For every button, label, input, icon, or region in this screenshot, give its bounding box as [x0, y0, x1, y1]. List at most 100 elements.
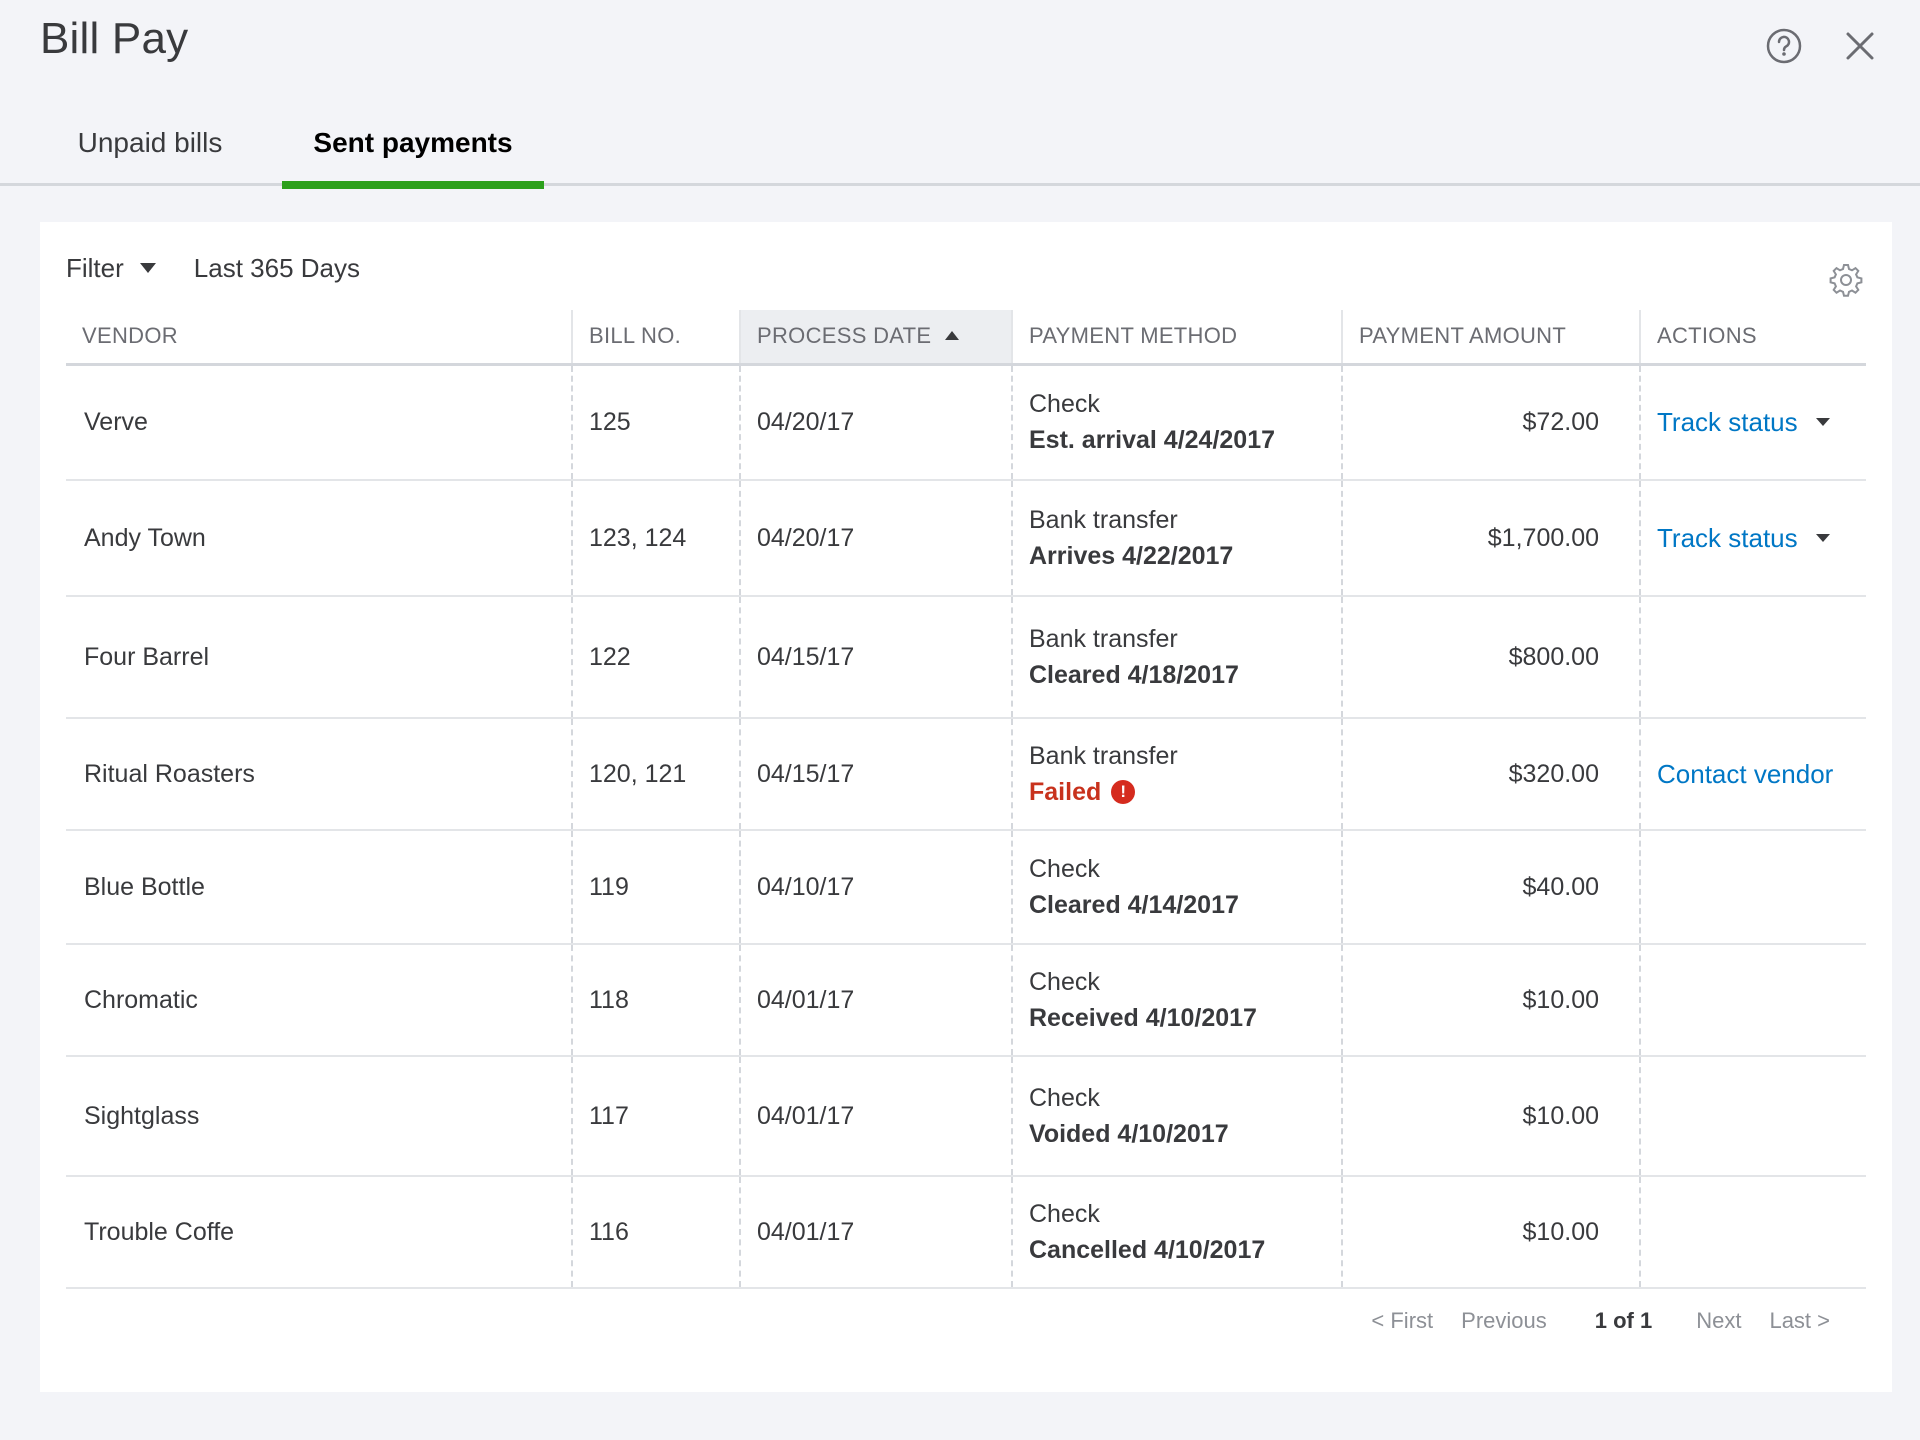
payment-method-cell: Check Voided 4/10/2017 [1011, 1056, 1342, 1177]
payments-table: VENDOR BILL NO. PROCESS DATE PAYMENT MET… [66, 310, 1866, 1289]
page-title: Bill Pay [40, 14, 189, 63]
table-row: Blue Bottle 119 04/10/17 Check Cleared 4/… [66, 830, 1866, 945]
payment-method-type: Check [1029, 1200, 1100, 1228]
process-date-cell: 04/10/17 [739, 830, 1012, 945]
pagination: < First Previous 1 of 1 Next Last > [1371, 1308, 1830, 1334]
tab-bar: Unpaid bills Sent payments [0, 100, 1920, 189]
sort-ascending-icon [945, 330, 960, 340]
payment-status: Est. arrival 4/24/2017 [1029, 426, 1276, 455]
column-header-actions: ACTIONS [1639, 310, 1866, 366]
pagination-next[interactable]: Next [1696, 1308, 1742, 1333]
column-header-vendor[interactable]: VENDOR [66, 310, 572, 366]
track-status-label: Track status [1657, 406, 1798, 437]
filter-label: Filter [66, 252, 124, 283]
actions-cell: Track status [1639, 364, 1866, 481]
payment-status: Arrives 4/22/2017 [1029, 542, 1234, 570]
actions-cell [1639, 596, 1866, 719]
filter-dropdown[interactable]: Filter [66, 253, 156, 284]
process-date-cell: 04/01/17 [739, 1056, 1012, 1177]
table-row: Verve 125 04/20/17 Check Est. arrival 4/2… [66, 364, 1866, 481]
pagination-count: 1 of 1 [1594, 1308, 1653, 1333]
payment-method-type: Bank transfer [1029, 742, 1178, 770]
bill-no-cell: 122 [571, 596, 740, 719]
payment-method-type: Check [1029, 390, 1100, 419]
track-status-link[interactable]: Track status [1657, 523, 1830, 554]
close-icon[interactable] [1840, 26, 1880, 66]
payment-amount-cell: $40.00 [1341, 830, 1640, 945]
help-icon[interactable] [1764, 26, 1804, 66]
tab-unpaid-bills[interactable]: Unpaid bills [77, 127, 223, 158]
payment-method-cell: Check Received 4/10/2017 [1011, 944, 1342, 1057]
payment-amount-cell: $10.00 [1341, 944, 1640, 1057]
actions-cell [1639, 1056, 1866, 1177]
column-header-process-date[interactable]: PROCESS DATE [739, 310, 1012, 366]
contact-vendor-link[interactable]: Contact vendor [1657, 758, 1834, 789]
actions-cell [1639, 1176, 1866, 1289]
payment-status: Cleared 4/14/2017 [1029, 891, 1239, 919]
process-date-cell: 04/15/17 [739, 596, 1012, 719]
payments-card: Filter Last 365 Days VENDOR BILL NO. PRO… [40, 222, 1892, 1392]
bill-no-cell: 118 [571, 944, 740, 1057]
column-header-payment-amount[interactable]: PAYMENT AMOUNT [1341, 310, 1640, 366]
table-row: Four Barrel 122 04/15/17 Bank transfer Cl… [66, 596, 1866, 719]
process-date-cell: 04/20/17 [739, 364, 1012, 481]
payment-amount-cell: $800.00 [1341, 596, 1640, 719]
payment-status: Cancelled 4/10/2017 [1029, 1236, 1266, 1264]
vendor-cell: Sightglass [66, 1056, 572, 1177]
error-icon: ! [1111, 780, 1136, 804]
pagination-previous[interactable]: Previous [1461, 1308, 1547, 1333]
bill-no-cell: 119 [571, 830, 740, 945]
payment-method-cell: Bank transfer Failed! [1011, 718, 1342, 831]
column-header-payment-method[interactable]: PAYMENT METHOD [1011, 310, 1342, 366]
vendor-cell: Four Barrel [66, 596, 572, 719]
table-row: Trouble Coffe 116 04/01/17 Check Cancelle… [66, 1176, 1866, 1289]
tab-sent-payments[interactable]: Sent payments [282, 100, 544, 189]
filter-value: Last 365 Days [193, 252, 360, 283]
payment-method-type: Check [1029, 968, 1100, 996]
payment-status: Received 4/10/2017 [1029, 1004, 1257, 1032]
payment-method-type: Bank transfer [1029, 625, 1178, 653]
payment-method-cell: Check Cleared 4/14/2017 [1011, 830, 1342, 945]
table-row: Andy Town 123, 124 04/20/17 Bank transfe… [66, 480, 1866, 597]
vendor-cell: Verve [66, 364, 572, 481]
vendor-cell: Andy Town [66, 480, 572, 597]
payment-status: Cleared 4/18/2017 [1029, 661, 1239, 689]
payment-method-type: Check [1029, 1084, 1100, 1112]
track-status-link[interactable]: Track status [1657, 407, 1830, 438]
payment-amount-cell: $72.00 [1341, 364, 1640, 481]
gear-icon[interactable] [1828, 262, 1864, 298]
track-status-label: Track status [1657, 522, 1798, 553]
chevron-down-icon [139, 263, 156, 273]
process-date-cell: 04/20/17 [739, 480, 1012, 597]
actions-cell [1639, 944, 1866, 1057]
payment-method-cell: Bank transfer Arrives 4/22/2017 [1011, 480, 1342, 597]
actions-cell: Contact vendor [1639, 718, 1866, 831]
vendor-cell: Trouble Coffe [66, 1176, 572, 1289]
payment-method-cell: Check Est. arrival 4/24/2017 [1011, 364, 1342, 481]
bill-no-cell: 117 [571, 1056, 740, 1177]
process-date-cell: 04/15/17 [739, 718, 1012, 831]
table-row: Chromatic 118 04/01/17 Check Received 4/1… [66, 944, 1866, 1057]
vendor-cell: Blue Bottle [66, 830, 572, 945]
column-header-bill-no[interactable]: BILL NO. [571, 310, 740, 366]
pagination-last[interactable]: Last > [1769, 1308, 1830, 1333]
filter-row: Filter Last 365 Days [66, 248, 360, 288]
payment-method-cell: Check Cancelled 4/10/2017 [1011, 1176, 1342, 1289]
table-row: Sightglass 117 04/01/17 Check Voided 4/10… [66, 1056, 1866, 1177]
actions-cell [1639, 830, 1866, 945]
table-row: Ritual Roasters 120, 121 04/15/17 Bank t… [66, 718, 1866, 831]
pagination-first[interactable]: < First [1371, 1308, 1434, 1333]
payment-amount-cell: $10.00 [1341, 1176, 1640, 1289]
process-date-cell: 04/01/17 [739, 944, 1012, 1057]
vendor-cell: Chromatic [66, 944, 572, 1057]
payment-method-type: Check [1029, 855, 1100, 883]
header-actions [1764, 26, 1880, 66]
bill-no-cell: 116 [571, 1176, 740, 1289]
payment-status: Voided 4/10/2017 [1029, 1120, 1229, 1148]
table-header-row: VENDOR BILL NO. PROCESS DATE PAYMENT MET… [66, 310, 1866, 366]
payment-amount-cell: $320.00 [1341, 718, 1640, 831]
bill-no-cell: 120, 121 [571, 718, 740, 831]
payment-method-type: Bank transfer [1029, 506, 1178, 534]
actions-cell: Track status [1639, 480, 1866, 597]
failed-label: Failed [1029, 778, 1102, 806]
